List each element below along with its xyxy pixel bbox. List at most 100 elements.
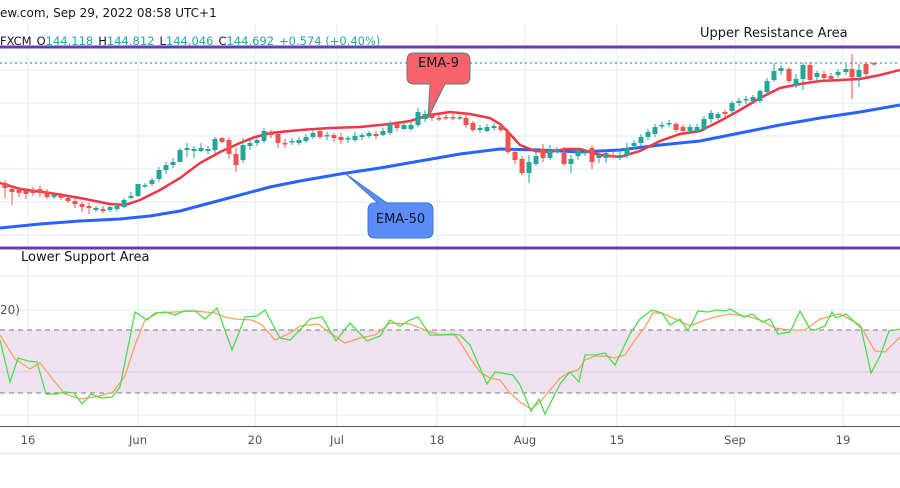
- ohlc-legend: FXCM O144.118 H144.812 L144.046 C144.692 +0.5…: [0, 34, 385, 48]
- candle: [687, 124, 693, 134]
- candle: [268, 130, 274, 138]
- candle: [715, 112, 721, 120]
- candle: [65, 195, 71, 203]
- candle: [526, 155, 532, 183]
- candle: [729, 101, 735, 115]
- x-axis-tick: 18: [429, 433, 445, 447]
- candle: [519, 156, 525, 175]
- candle: [491, 123, 497, 130]
- candle: [736, 98, 742, 106]
- candle: [547, 145, 553, 160]
- open-value: O144.118: [36, 34, 94, 48]
- candle: [317, 128, 323, 139]
- candle: [303, 134, 309, 143]
- candle: [540, 144, 546, 162]
- candle: [610, 152, 616, 158]
- close-value: C144.692: [218, 34, 275, 48]
- candle: [778, 65, 784, 75]
- x-axis-tick: 20: [247, 433, 263, 447]
- candle: [79, 202, 85, 212]
- change-value: +0.574 (+0.40%): [279, 34, 381, 48]
- candle: [170, 158, 176, 168]
- candle: [757, 89, 763, 103]
- candle: [828, 73, 834, 82]
- candle: [128, 192, 134, 199]
- candle: [366, 131, 372, 138]
- candle: [533, 149, 539, 166]
- candle: [324, 132, 330, 140]
- candle: [212, 137, 218, 153]
- candle: [554, 147, 560, 154]
- candle: [624, 143, 630, 158]
- candle: [589, 145, 595, 169]
- rsi-indicator-title: 20): [0, 303, 20, 317]
- candle: [477, 125, 483, 133]
- candle: [282, 139, 288, 148]
- candle: [814, 71, 820, 81]
- ema50-callout-shape[interactable]: [345, 173, 434, 239]
- lower-support-label: Lower Support Area: [21, 250, 150, 265]
- upper-resistance-label: Upper Resistance Area: [700, 26, 848, 41]
- candle: [51, 193, 57, 199]
- candle: [821, 71, 827, 81]
- candle: [443, 114, 449, 120]
- rsi-line: [0, 306, 900, 416]
- candle: [786, 67, 792, 83]
- candle: [596, 152, 602, 163]
- candle: [484, 124, 490, 132]
- ema50-callout-label: EMA-50: [375, 212, 426, 227]
- rsi-band: [0, 330, 900, 393]
- candle: [380, 128, 386, 136]
- candle: [856, 64, 862, 87]
- ema9-callout-shape[interactable]: [406, 52, 471, 119]
- candle: [401, 122, 407, 130]
- candle: [23, 188, 29, 199]
- x-axis-tick: 19: [835, 433, 851, 447]
- time-axis[interactable]: 16 Jun 20 Jul 18 Aug 15 Sep 19: [0, 426, 900, 455]
- candle: [296, 137, 302, 145]
- candle: [156, 167, 162, 182]
- candle: [498, 123, 504, 132]
- candle: [373, 131, 379, 139]
- candle: [638, 134, 644, 146]
- candle: [198, 143, 204, 152]
- candle: [863, 62, 869, 76]
- candle: [331, 133, 337, 142]
- candle: [289, 138, 295, 145]
- candle: [93, 206, 99, 212]
- candle: [793, 74, 799, 88]
- candle: [275, 131, 281, 148]
- candle: [233, 148, 239, 172]
- candle: [86, 203, 92, 214]
- candle: [631, 140, 637, 149]
- chart-source-header: ew.com, Sep 29, 2022 08:58 UTC+1: [0, 6, 217, 20]
- candle: [58, 193, 64, 200]
- candle: [100, 206, 106, 213]
- candle: [9, 186, 15, 205]
- candle: [694, 124, 700, 133]
- candle: [722, 110, 728, 117]
- low-value: L144.046: [159, 34, 214, 48]
- x-axis-tick: Sep: [724, 433, 746, 447]
- candle: [135, 184, 141, 197]
- candle: [72, 198, 78, 208]
- candle: [30, 187, 36, 196]
- candle: [771, 63, 777, 82]
- candle: [512, 149, 518, 164]
- candle: [205, 146, 211, 154]
- candle: [505, 129, 511, 154]
- candle: [191, 146, 197, 158]
- candle: [408, 122, 414, 131]
- candle: [142, 183, 148, 188]
- candle: [659, 122, 665, 129]
- candle: [680, 125, 686, 133]
- candle: [37, 186, 43, 197]
- candle: [652, 124, 658, 137]
- candle: [708, 110, 714, 123]
- candle: [568, 155, 574, 173]
- candle: [561, 147, 567, 166]
- candle: [226, 137, 232, 159]
- x-axis-tick: 15: [609, 433, 625, 447]
- candle: [436, 115, 442, 121]
